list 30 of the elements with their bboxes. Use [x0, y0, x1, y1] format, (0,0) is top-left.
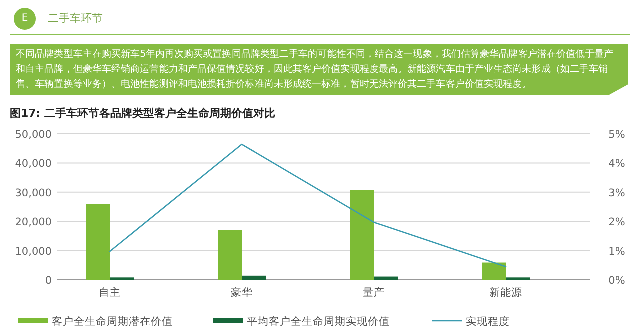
y-tick-label: 20,000 [15, 216, 52, 229]
x-tick-label: 豪华 [231, 286, 253, 299]
line-series [109, 144, 507, 268]
x-tick-label: 量产 [363, 286, 385, 299]
bar [86, 204, 110, 280]
y2-tick-label: 3% [608, 187, 626, 200]
bar [218, 230, 242, 280]
y2-tick-label: 0% [608, 275, 626, 287]
legend-label: 平均客户全生命周期实现价值 [247, 315, 390, 328]
y-tick-label: 0 [45, 275, 52, 287]
legend-label: 客户全生命周期潜在价值 [52, 315, 173, 328]
bar [350, 190, 374, 280]
y-tick-label: 40,000 [15, 158, 52, 170]
bar [482, 262, 506, 280]
y-tick-label: 30,000 [15, 187, 52, 200]
y-tick-label: 50,000 [15, 129, 52, 141]
text: 二手车环节 [48, 11, 103, 26]
bar [374, 276, 398, 280]
y2-tick-label: 5% [608, 129, 626, 141]
y-tick-label: 10,000 [15, 246, 52, 258]
x-tick-label: 新能源 [490, 286, 522, 299]
bar [242, 276, 266, 280]
text: 不同品牌类型车主在购买新车5年内再次购买或置换同品牌类型二手车的可能性不同，结合这一现象，我们估算豪华品牌客户潜在价值低于量产和自主品牌，但豪华车经销商运营能力和产品保值情况较好，因此其客户价值实现程度最高。新能源汽车由于产业生态尚未形成（如二手车销售、车辆置换等业务）、电池性能测评和电池损耗折价标准尚未形成统一标准，暂时无法评价其二手车客户价值实现程度。 [10, 44, 628, 95]
y2-tick-label: 4% [608, 158, 626, 170]
legend-label: 实现程度 [466, 315, 510, 328]
x-tick-label: 自主 [99, 286, 121, 299]
y2-tick-label: 1% [608, 246, 626, 258]
chart-title: 图17: 二手车环节各品牌类型客户全生命周期价值对比 [10, 106, 276, 121]
badge: E [14, 8, 36, 30]
y2-tick-label: 2% [608, 216, 626, 229]
